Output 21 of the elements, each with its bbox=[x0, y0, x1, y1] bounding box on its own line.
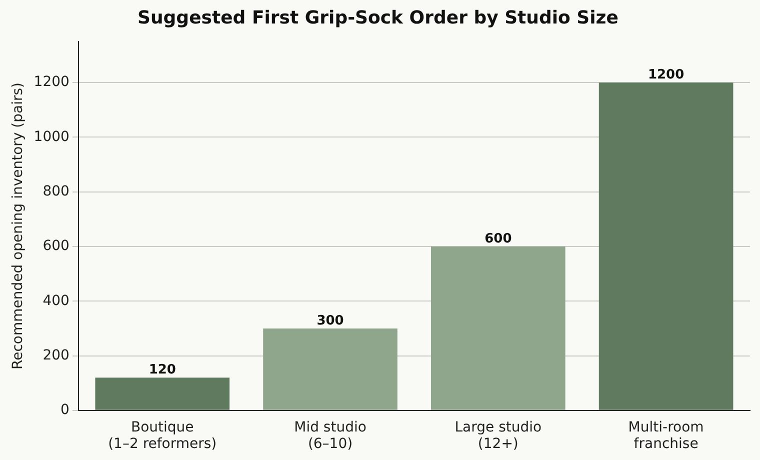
data-label: 300 bbox=[316, 313, 344, 328]
chart-title: Suggested First Grip-Sock Order by Studio Size bbox=[138, 7, 618, 28]
x-tick-label: Boutique (1–2 reformers) bbox=[108, 419, 217, 452]
bar bbox=[263, 328, 398, 410]
y-tick-label: 200 bbox=[42, 347, 70, 364]
bar bbox=[598, 82, 734, 410]
data-label: 120 bbox=[148, 362, 176, 378]
data-label: 1200 bbox=[648, 67, 684, 82]
x-tick-label: Multi-room franchise bbox=[628, 419, 704, 452]
y-tick-label: 600 bbox=[42, 238, 70, 254]
y-tick-label: 0 bbox=[60, 402, 70, 418]
bar bbox=[431, 246, 566, 410]
y-tick-label: 400 bbox=[42, 292, 70, 309]
data-label: 600 bbox=[484, 231, 512, 246]
y-tick-label: 1000 bbox=[34, 128, 70, 145]
y-tick-label: 800 bbox=[42, 183, 70, 200]
x-tick-label: Large studio (12+) bbox=[454, 419, 542, 452]
y-axis-title: Recommended opening inventory (pairs) bbox=[10, 82, 26, 370]
bar bbox=[95, 378, 230, 410]
y-tick-label: 1200 bbox=[34, 74, 70, 90]
x-tick-label: Mid studio (6–10) bbox=[294, 419, 366, 452]
